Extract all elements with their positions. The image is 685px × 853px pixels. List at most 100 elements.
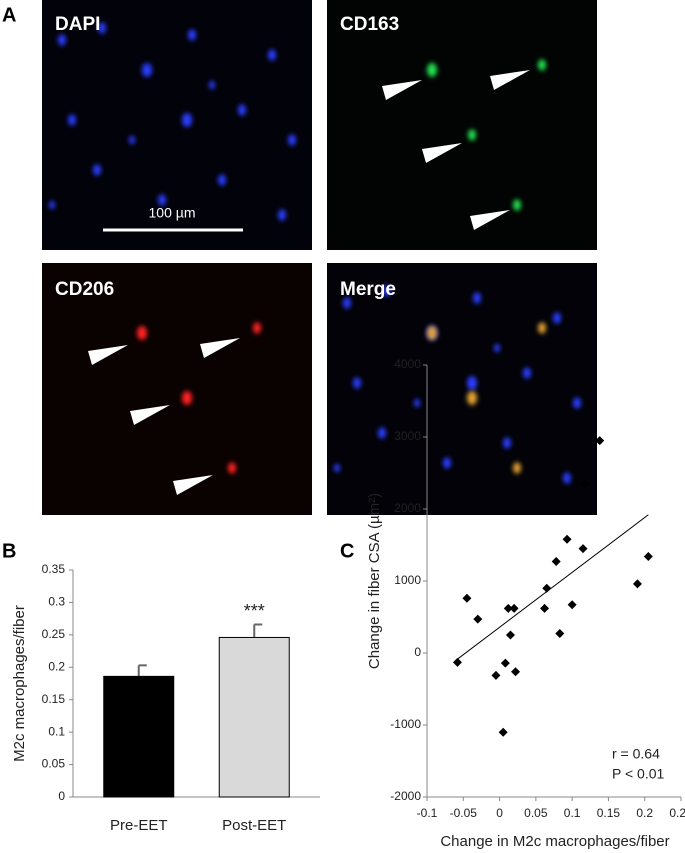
cell xyxy=(158,194,166,206)
point xyxy=(462,593,472,603)
cell xyxy=(228,462,236,474)
image-label: CD206 xyxy=(55,279,114,300)
point xyxy=(551,557,561,567)
x-tick-label: 0.05 xyxy=(524,806,548,820)
point xyxy=(498,727,508,737)
arrowhead xyxy=(470,210,510,230)
bar xyxy=(218,636,290,798)
cell xyxy=(494,343,500,353)
point xyxy=(509,603,519,613)
x-tick-label: 0.25 xyxy=(669,806,685,820)
x-tick-label: 0.2 xyxy=(636,806,653,820)
trendline xyxy=(455,514,649,661)
panel-label: C xyxy=(340,540,354,562)
y-tick-label: 0.15 xyxy=(42,692,66,706)
cell xyxy=(49,200,55,210)
point xyxy=(452,657,462,667)
cell xyxy=(93,164,101,176)
cell xyxy=(414,398,420,408)
x-tick-label: 0 xyxy=(496,806,503,820)
y-tick-label: 2000 xyxy=(394,501,421,515)
cell xyxy=(427,326,437,340)
cell xyxy=(378,427,386,439)
cell xyxy=(443,457,451,469)
y-tick-label: 0 xyxy=(414,645,421,659)
cell xyxy=(142,63,152,77)
point xyxy=(555,629,565,639)
cell xyxy=(268,49,276,61)
cell xyxy=(253,322,261,334)
cell xyxy=(343,297,351,309)
y-tick-label: 1000 xyxy=(394,573,421,587)
cell xyxy=(188,29,196,41)
x-tick-label: Post-EET xyxy=(222,817,286,834)
cell xyxy=(467,376,477,390)
cell xyxy=(334,463,340,473)
cell xyxy=(468,129,476,141)
arrowhead xyxy=(382,80,422,100)
cell xyxy=(473,292,481,304)
x-tick-label: -0.05 xyxy=(450,806,478,820)
cell xyxy=(513,462,521,474)
cell xyxy=(98,22,106,34)
cell xyxy=(238,104,246,116)
micrograph xyxy=(327,0,597,250)
cell xyxy=(68,114,76,126)
arrowhead xyxy=(490,70,530,90)
cell xyxy=(538,59,546,71)
cell xyxy=(58,34,66,46)
y-tick-label: -2000 xyxy=(390,789,421,803)
bar xyxy=(103,675,175,798)
point xyxy=(578,544,588,554)
cell xyxy=(523,367,531,379)
image-label: CD163 xyxy=(340,14,399,35)
arrowhead xyxy=(88,345,128,365)
point xyxy=(567,600,577,610)
point xyxy=(643,552,653,562)
arrowhead xyxy=(130,405,170,425)
y-tick-label: 0.35 xyxy=(42,562,66,576)
cell xyxy=(137,326,147,340)
y-tick-label: -1000 xyxy=(390,717,421,731)
point xyxy=(632,579,642,589)
significance: *** xyxy=(244,601,265,621)
point xyxy=(473,614,483,624)
cell xyxy=(383,285,391,297)
y-tick-label: 0.05 xyxy=(42,757,66,771)
cell xyxy=(538,322,546,334)
arrowhead xyxy=(200,338,240,358)
y-tick-label: 3000 xyxy=(394,429,421,443)
annotation: r = 0.64 xyxy=(612,746,660,762)
point xyxy=(500,658,510,668)
panel-label: B xyxy=(2,540,16,562)
cell xyxy=(182,113,192,127)
cell xyxy=(218,174,226,186)
point xyxy=(511,667,521,677)
cell xyxy=(563,472,571,484)
cell xyxy=(278,209,286,221)
cell xyxy=(353,377,361,389)
point xyxy=(580,479,590,489)
image-label: DAPI xyxy=(55,14,100,35)
y-axis-title: M2c macrophages/fiber xyxy=(11,605,28,762)
micrograph xyxy=(327,263,597,515)
panel-label: A xyxy=(2,4,16,26)
cell xyxy=(503,437,511,449)
x-axis-title: Change in M2c macrophages/fiber xyxy=(440,833,669,850)
cell xyxy=(467,391,477,405)
image-label: Merge xyxy=(340,279,396,300)
cell xyxy=(513,199,521,211)
x-tick-label: 0.1 xyxy=(564,806,581,820)
y-tick-label: 0 xyxy=(58,789,65,803)
cell xyxy=(288,134,296,146)
scale-bar-label: 100 µm xyxy=(149,205,196,221)
cell xyxy=(573,397,581,409)
cell xyxy=(427,63,437,77)
point xyxy=(595,436,605,446)
y-tick-label: 0.3 xyxy=(48,595,65,609)
point xyxy=(540,603,550,613)
y-axis-title: Change in fiber CSA (µm²) xyxy=(366,493,383,669)
point xyxy=(542,583,552,593)
arrowhead xyxy=(422,143,462,163)
